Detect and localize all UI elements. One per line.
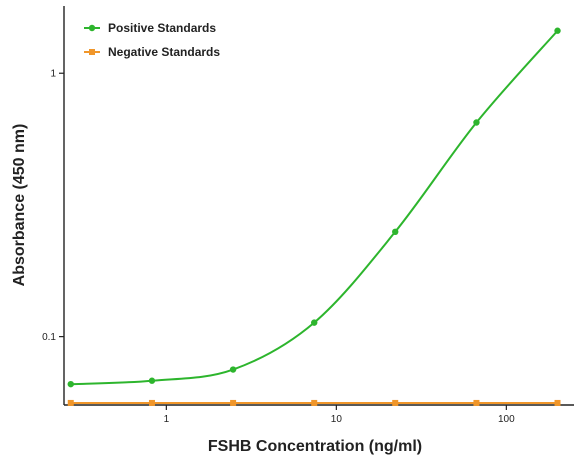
negative-standards-point <box>148 399 155 406</box>
negative-standards-point <box>473 399 480 406</box>
y-tick-label: 1 <box>50 69 56 80</box>
positive-standards-point <box>311 319 318 326</box>
y-tick-label: 0.1 <box>42 332 56 343</box>
axes <box>63 6 574 406</box>
positive-standards-line <box>70 30 559 386</box>
legend: Positive Standards Negative Standards <box>84 21 220 59</box>
negative-standards-point <box>311 399 318 406</box>
positive-standards-point <box>229 366 237 373</box>
x-tick-label: 10 <box>331 414 343 425</box>
positive-standards-point <box>148 377 156 384</box>
legend-negative-standards-label: Negative Standards <box>108 45 220 59</box>
positive-standards-point <box>554 27 561 34</box>
negative-standards-point <box>392 399 399 406</box>
negative-standards-point <box>67 399 74 406</box>
negative-standards-point <box>554 399 561 406</box>
x-tick-label: 1 <box>164 414 170 425</box>
legend-positive-standards-label: Positive Standards <box>108 21 216 35</box>
ticks: 1 10 100 0.1 1 <box>42 69 515 425</box>
y-axis-title: Absorbance (450 nm) <box>11 124 28 287</box>
x-tick-label: 100 <box>498 414 515 425</box>
legend-positive-standards-marker <box>88 24 96 32</box>
negative-standards-point <box>230 399 237 406</box>
series-layer <box>67 27 561 406</box>
legend-negative-standards-marker <box>89 49 95 55</box>
positive-standards-point <box>392 228 399 236</box>
positive-standards-point <box>67 380 74 388</box>
x-axis-title: FSHB Concentration (ng/ml) <box>208 438 422 455</box>
positive-standards-point <box>473 119 480 126</box>
